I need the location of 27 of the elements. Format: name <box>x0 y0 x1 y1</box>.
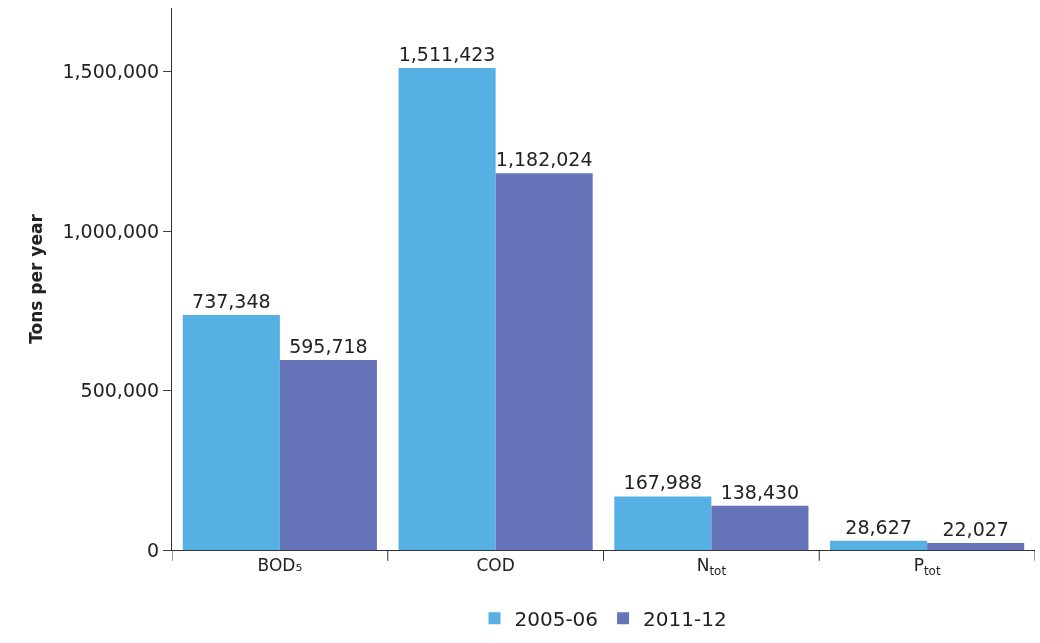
bar <box>495 173 593 550</box>
legend-label: 2011-12 <box>643 607 727 632</box>
x-tick-label: P$_{tot}$ <box>913 555 941 578</box>
bar <box>927 542 1025 550</box>
y-tick-label: 1,500,000 <box>62 60 160 83</box>
legend-label: 2005-06 <box>514 607 599 632</box>
data-label: 1,182,024 <box>495 148 593 171</box>
bar <box>398 68 496 550</box>
data-label: 737,348 <box>192 289 271 312</box>
x-tick-label: COD <box>476 555 515 576</box>
data-label: 28,627 <box>845 515 912 538</box>
bar <box>614 496 712 550</box>
bar <box>182 314 280 550</box>
y-tick-label: 0 <box>147 538 160 561</box>
y-tick-label: 1,000,000 <box>62 219 160 242</box>
y-axis-title: Tons per year <box>26 213 47 344</box>
bar <box>711 505 809 550</box>
data-label: 595,718 <box>289 335 368 358</box>
data-label: 167,988 <box>623 471 703 494</box>
x-tick-label: N$_{tot}$ <box>696 555 727 578</box>
bar <box>830 540 928 550</box>
data-label: 138,430 <box>720 480 800 503</box>
data-label: 1,511,423 <box>398 43 496 66</box>
y-tick-label: 500,000 <box>80 379 160 402</box>
bar <box>279 360 377 550</box>
data-label: 22,027 <box>942 517 1009 540</box>
x-tick-label: BOD₅ <box>257 555 303 576</box>
